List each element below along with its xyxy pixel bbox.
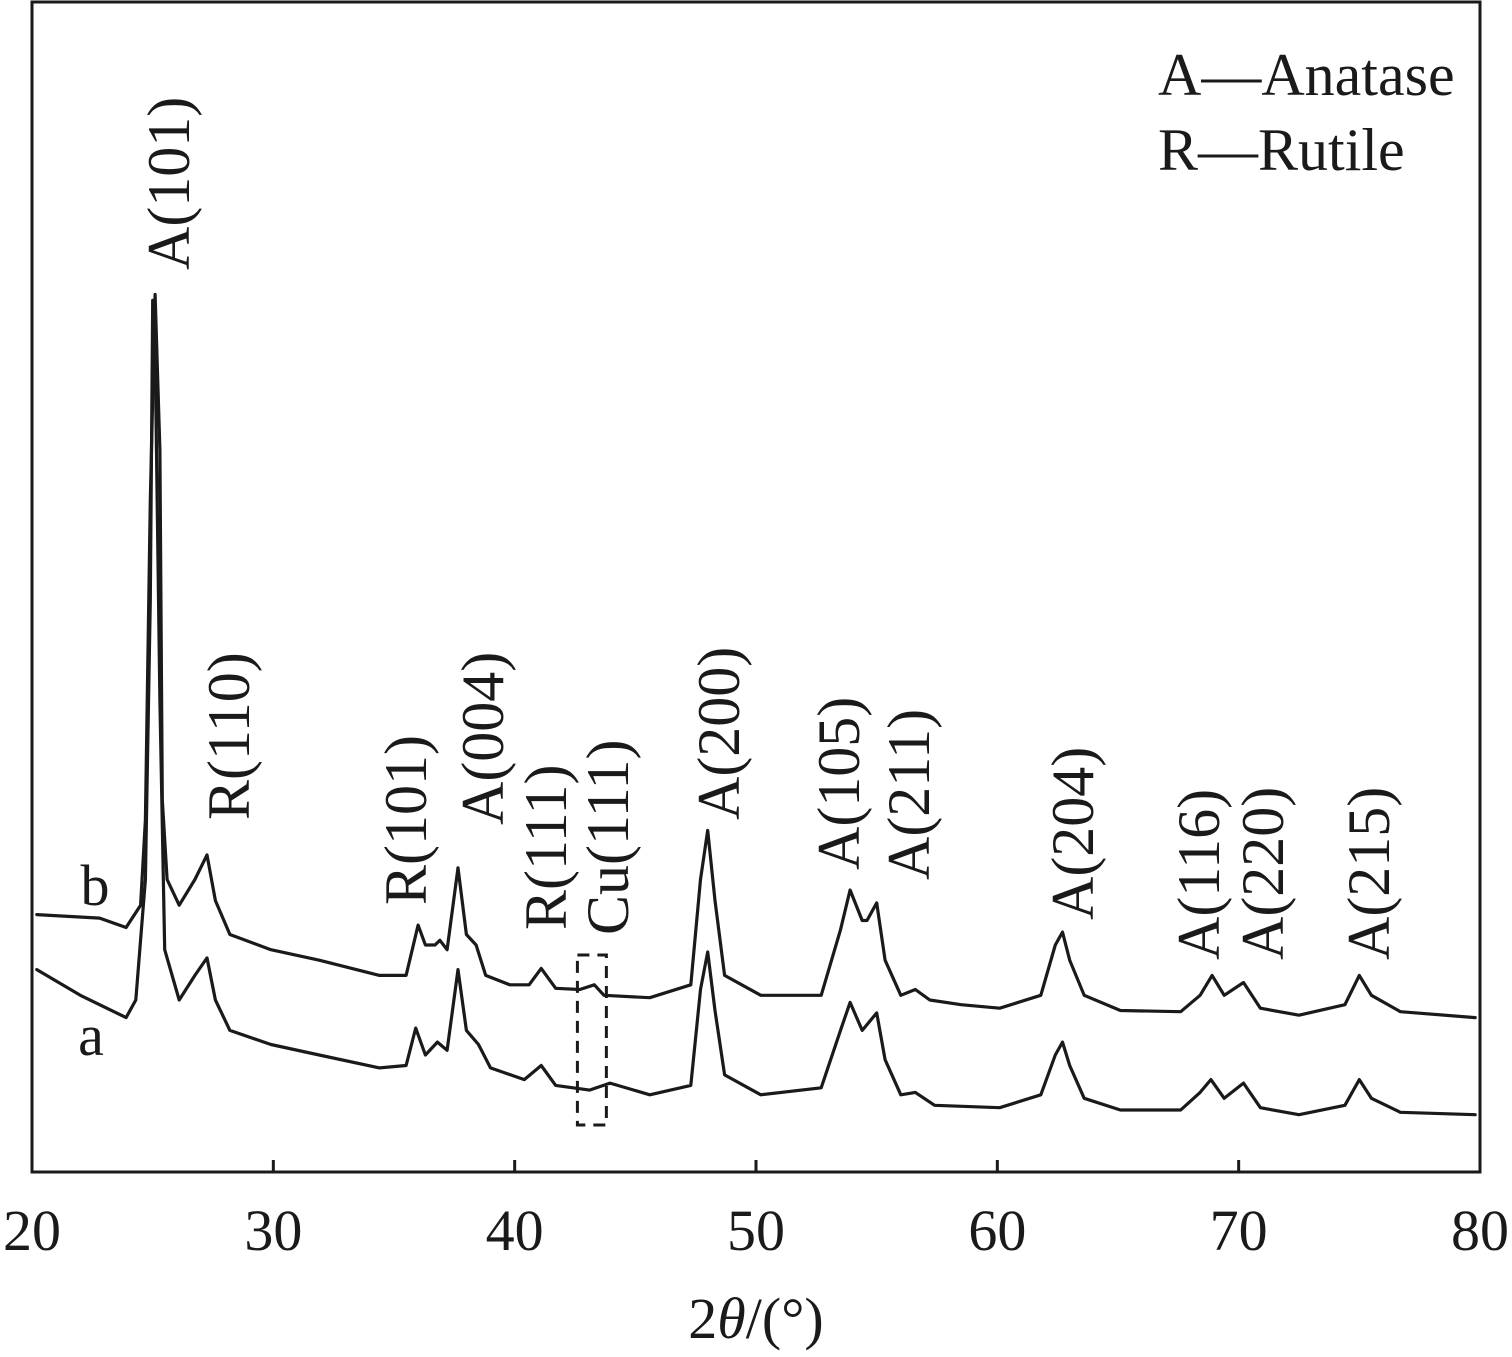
x-tick-label: 50 xyxy=(727,1198,785,1263)
legend-entry-rutile: R—Rutile xyxy=(1158,117,1405,183)
peak-label: A(211) xyxy=(876,709,942,880)
peak-label: A(204) xyxy=(1040,747,1106,920)
peak-label: A(215) xyxy=(1336,787,1402,960)
series-line-a xyxy=(35,298,1477,1117)
legend-entry-anatase: A—Anatase xyxy=(1158,42,1455,108)
x-tick-label: 40 xyxy=(486,1198,544,1263)
legend: A—Anatase R—Rutile xyxy=(1158,42,1455,183)
x-tick-label: 80 xyxy=(1451,1198,1509,1263)
peak-label: R(101) xyxy=(373,735,439,905)
x-axis-title: 2θ/(°) xyxy=(688,1286,823,1351)
peak-annotations: A(101) R(110) R(101) A(004)R(111)Cu(111) A(2… xyxy=(136,97,1402,960)
x-tick-label: 60 xyxy=(968,1198,1026,1263)
peak-label: A(004) xyxy=(450,652,516,825)
plot-series: ba xyxy=(35,292,1477,1127)
peak-label: A(105) xyxy=(806,697,872,870)
series-label-a: a xyxy=(78,1003,104,1068)
peak-label: A(200) xyxy=(686,647,752,820)
peak-label: R(110) xyxy=(196,652,262,820)
peak-label: A(220) xyxy=(1230,787,1296,960)
x-tick-label: 70 xyxy=(1210,1198,1268,1263)
x-axis: 20 30 40 50 60 70 80 xyxy=(3,1160,1509,1263)
series-label-b: b xyxy=(81,853,110,918)
peak-label: A(101) xyxy=(136,97,202,270)
x-tick-label: 30 xyxy=(244,1198,302,1263)
cu-highlight-box xyxy=(575,953,608,1127)
x-tick-label: 20 xyxy=(3,1198,61,1263)
peak-label: Cu(111) xyxy=(575,739,641,935)
peak-label: R(111) xyxy=(513,764,579,930)
series-line-b xyxy=(35,292,1477,1020)
peak-label: A(116) xyxy=(1166,789,1232,960)
